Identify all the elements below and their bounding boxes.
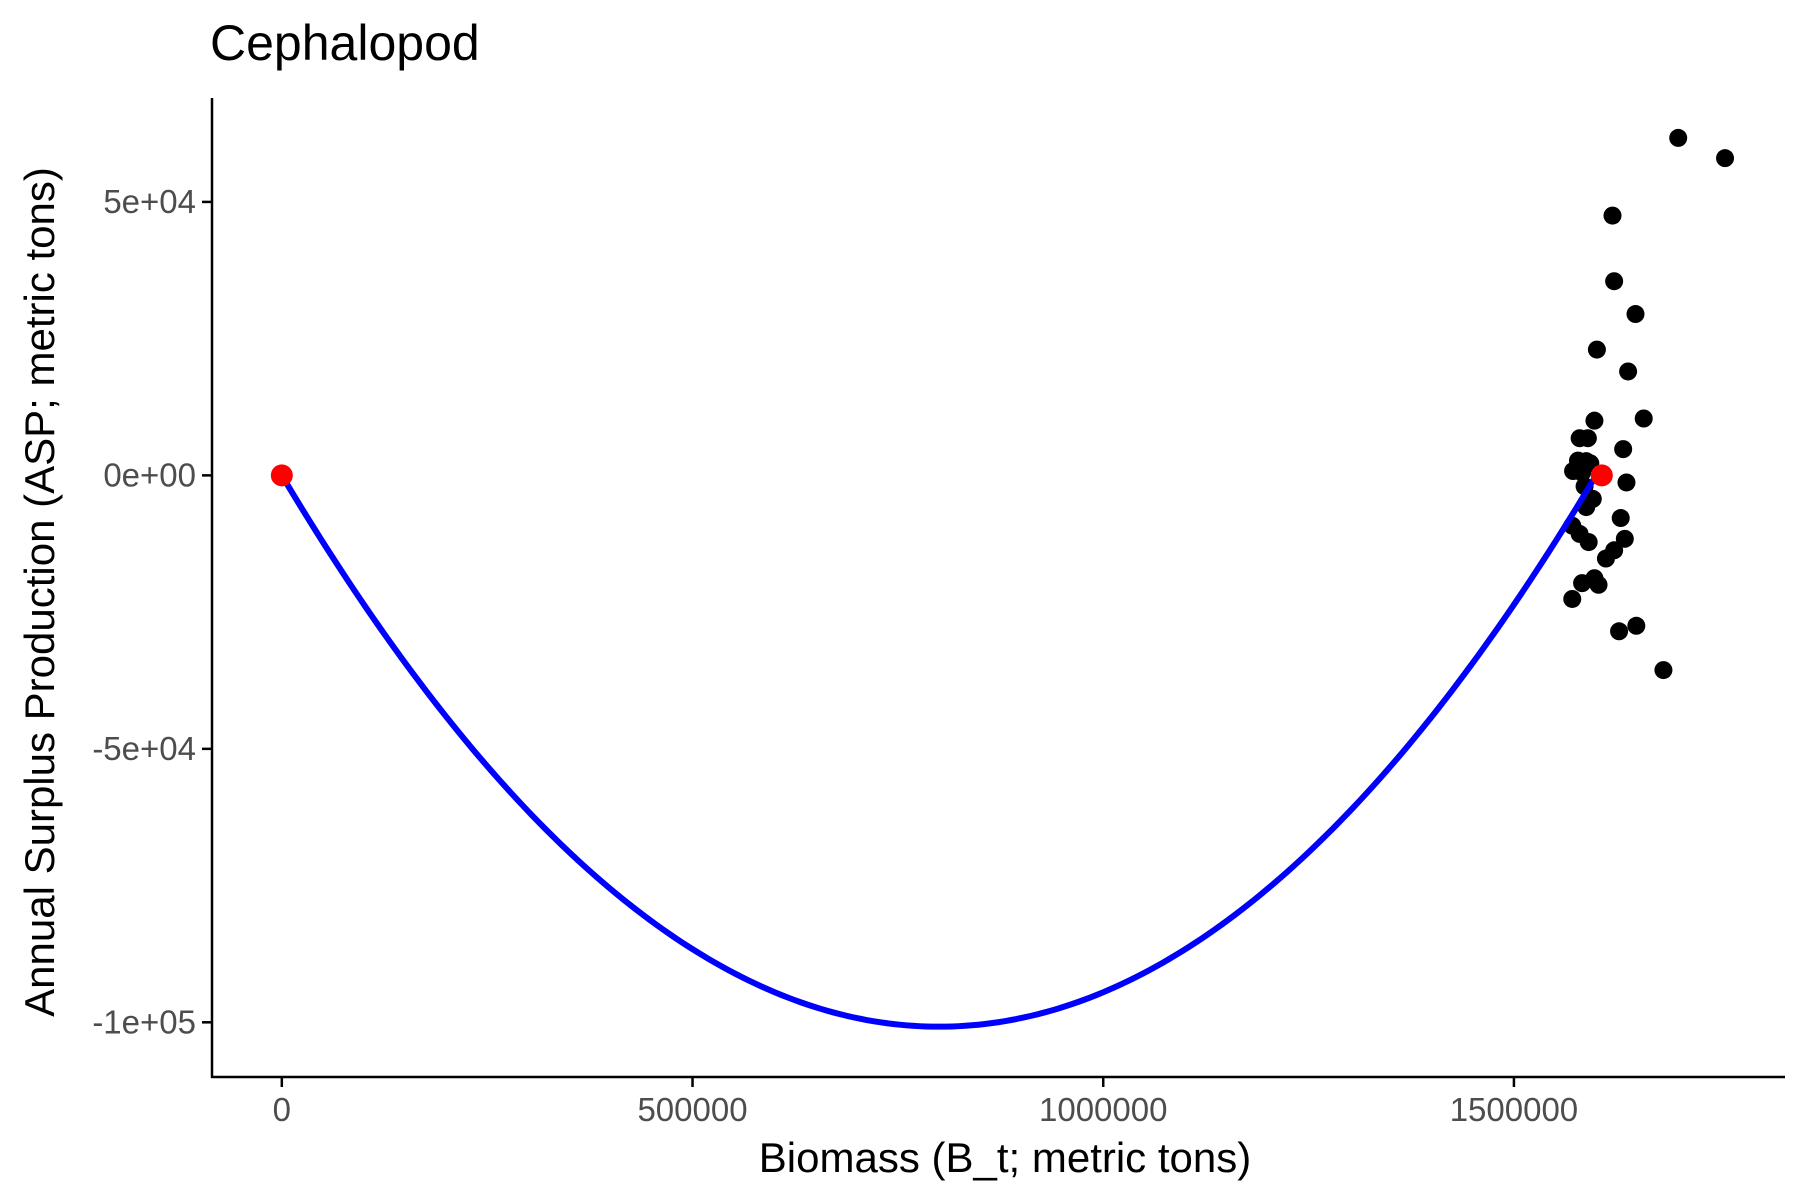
- data-point: [1617, 473, 1636, 492]
- y-axis-label: Annual Surplus Production (ASP; metric t…: [16, 167, 63, 1017]
- y-tick-label: 5e+04: [103, 183, 196, 220]
- data-point: [1603, 206, 1622, 225]
- y-axis-ticks: -1e+05 -5e+04 0e+00 5e+04: [92, 183, 212, 1040]
- fitted-curve: [279, 473, 1599, 1030]
- y-tick-label: -5e+04: [92, 730, 196, 767]
- y-tick-label: -1e+05: [92, 1003, 196, 1040]
- data-point: [1563, 589, 1582, 608]
- data-point: [1619, 362, 1638, 381]
- data-point: [1611, 509, 1630, 528]
- data-point: [1573, 463, 1592, 482]
- data-point: [1654, 661, 1673, 680]
- y-tick-label: 0e+00: [103, 456, 196, 493]
- data-point: [1669, 128, 1688, 147]
- x-tick-label: 0: [273, 1091, 291, 1128]
- x-tick-label: 1500000: [1450, 1091, 1578, 1128]
- reference-point: [1590, 464, 1613, 487]
- data-point: [1596, 549, 1615, 568]
- data-point: [1634, 409, 1653, 428]
- x-tick-label: 1000000: [1039, 1091, 1167, 1128]
- x-axis-label: Biomass (B_t; metric tons): [759, 1134, 1251, 1181]
- reference-point: [270, 464, 293, 487]
- data-point: [1716, 149, 1735, 168]
- x-axis-ticks: 0 500000 1000000 1500000: [273, 1077, 1578, 1128]
- data-point: [1614, 440, 1633, 459]
- data-point: [1605, 272, 1624, 291]
- data-point: [1578, 429, 1597, 448]
- data-point: [1626, 305, 1645, 324]
- data-point: [1585, 411, 1604, 430]
- data-point: [1573, 574, 1592, 593]
- data-point: [1627, 616, 1646, 635]
- data-point: [1587, 340, 1606, 359]
- data-point: [1610, 622, 1629, 641]
- data-point: [1615, 529, 1634, 548]
- plot-area: [270, 128, 1735, 1030]
- chart-title: Cephalopod: [210, 15, 480, 71]
- data-point: [1579, 533, 1598, 552]
- data-point: [1589, 575, 1608, 594]
- x-tick-label: 500000: [637, 1091, 747, 1128]
